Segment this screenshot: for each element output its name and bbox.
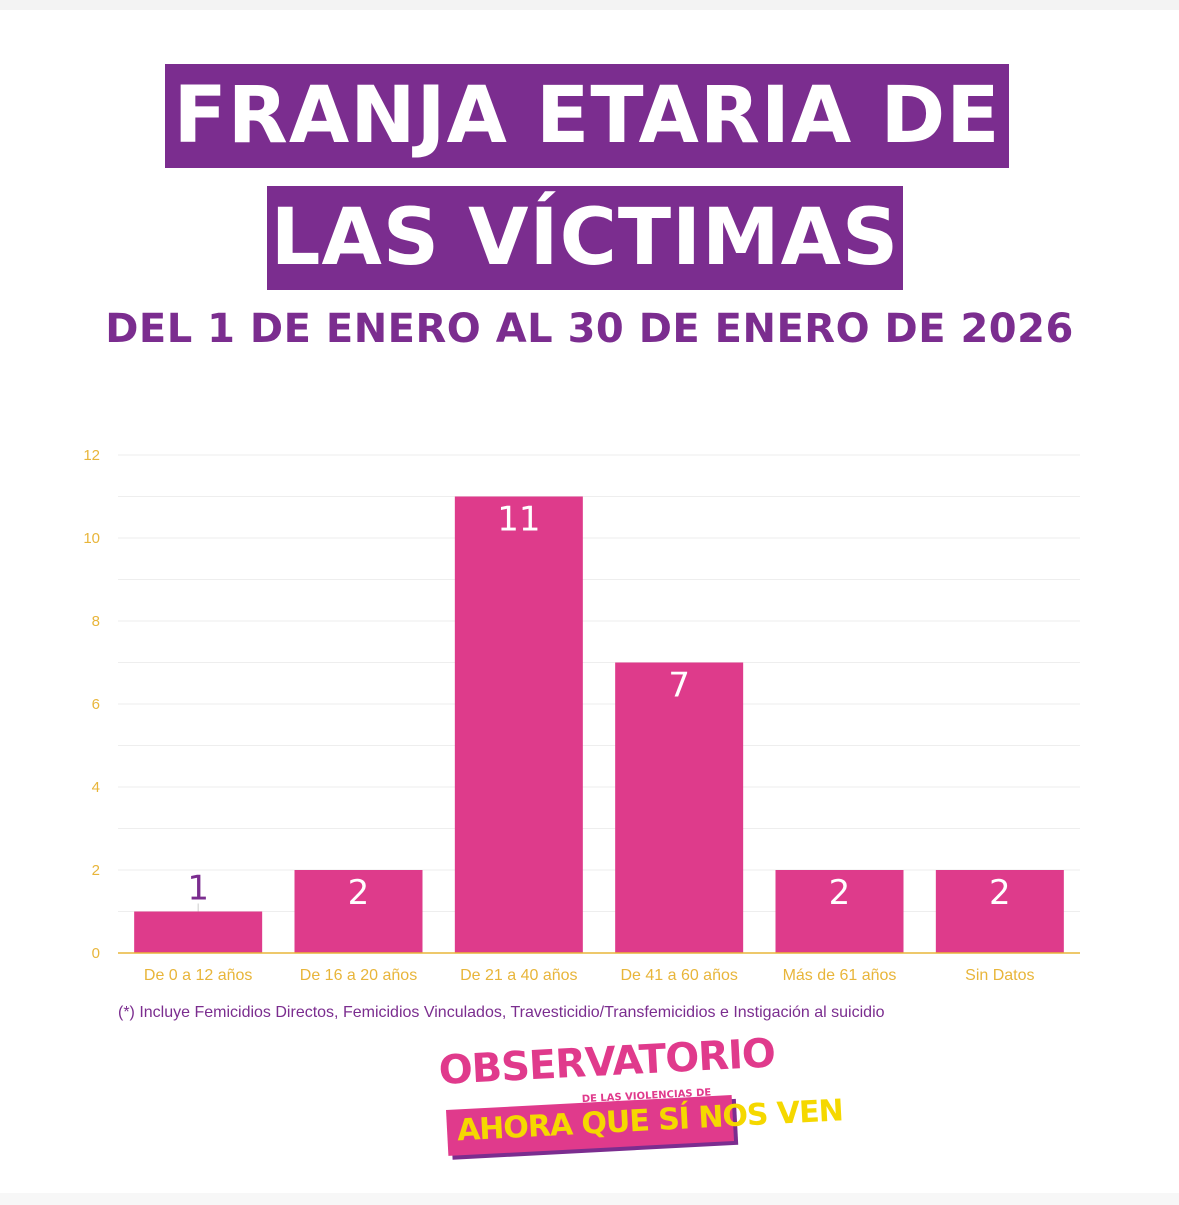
bar xyxy=(935,870,1064,953)
data-label: 11 xyxy=(497,500,540,540)
x-tick-label: Más de 61 años xyxy=(783,967,897,984)
y-tick-label: 12 xyxy=(83,447,100,464)
y-tick-label: 2 xyxy=(92,862,100,879)
grid-lines xyxy=(118,454,1080,912)
logo-slogan: AHORA QUE SÍ NOS VEN xyxy=(456,1093,844,1149)
x-tick-label: De 41 a 60 años xyxy=(620,967,737,984)
bottom-strip xyxy=(0,1193,1179,1205)
title-line-1: FRANJA ETARIA DE xyxy=(165,64,1009,168)
logo-title: OBSERVATORIO xyxy=(437,1030,777,1094)
data-label: 2 xyxy=(348,873,370,913)
footnote: (*) Incluye Femicidios Directos, Femicid… xyxy=(118,1004,885,1021)
x-tick-label: Sin Datos xyxy=(965,967,1034,984)
bars xyxy=(134,496,1064,953)
bar xyxy=(134,911,263,953)
x-tick-label: De 16 a 20 años xyxy=(300,967,417,984)
data-label: 2 xyxy=(829,873,851,913)
data-labels: 1 2 11 7 2 2 xyxy=(187,500,1010,914)
data-label: 7 xyxy=(668,666,690,706)
bar xyxy=(615,662,744,953)
y-tick-label: 10 xyxy=(83,530,100,547)
subtitle: DEL 1 DE ENERO AL 30 DE ENERO DE 2026 xyxy=(105,306,1074,352)
y-tick-label: 8 xyxy=(92,613,100,630)
x-tick-label: De 0 a 12 años xyxy=(144,967,253,984)
bar xyxy=(775,870,904,953)
title-line-2: LAS VÍCTIMAS xyxy=(267,186,903,290)
data-label: 2 xyxy=(989,873,1011,913)
y-tick-label: 0 xyxy=(92,945,100,962)
x-tick-labels: De 0 a 12 años De 16 a 20 años De 21 a 40 … xyxy=(144,967,1035,984)
bar xyxy=(294,870,423,953)
observatorio-logo: OBSERVATORIO DE LAS VIOLENCIAS DE GÉNERO… xyxy=(438,1030,844,1168)
top-strip xyxy=(0,0,1179,10)
logo-banner: AHORA QUE SÍ NOS VEN xyxy=(446,1093,844,1156)
bar xyxy=(454,496,583,953)
y-tick-labels: 0 2 4 6 8 10 12 xyxy=(83,447,100,962)
y-tick-label: 6 xyxy=(92,696,100,713)
data-label: 1 xyxy=(187,869,209,909)
x-tick-label: De 21 a 40 años xyxy=(460,967,577,984)
y-tick-label: 4 xyxy=(92,779,100,796)
